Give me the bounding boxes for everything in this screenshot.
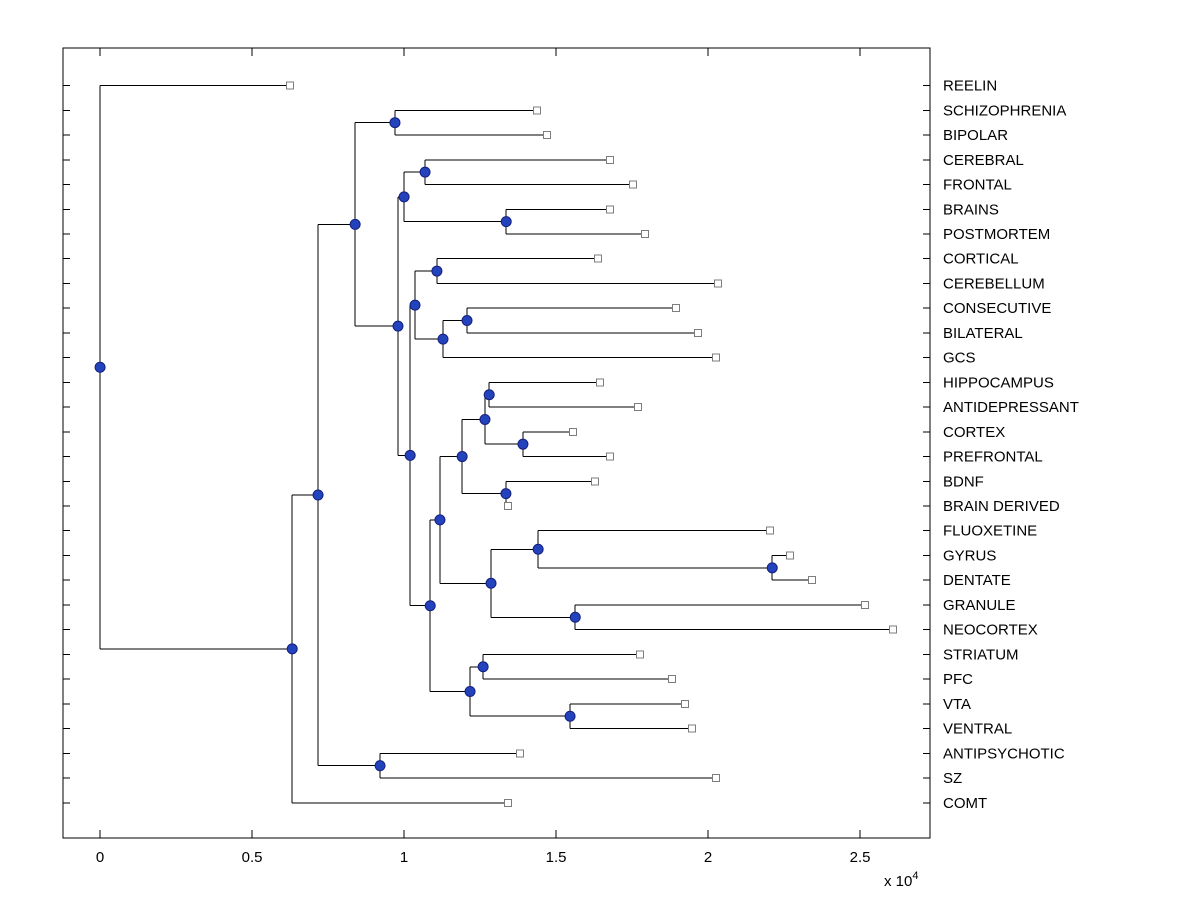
leaf-label: BILATERAL [943, 325, 1023, 342]
leaf-label: NEOCORTEX [943, 622, 1038, 639]
leaf-label: CEREBELLUM [943, 275, 1045, 292]
leaf-marker [714, 279, 723, 288]
leaf-marker [634, 403, 643, 412]
internal-node-marker [483, 389, 495, 401]
x-tick-label: 1.5 [546, 849, 567, 866]
leaf-label: COMT [943, 795, 987, 812]
internal-node-marker [389, 117, 401, 129]
leaf-label: BDNF [943, 473, 984, 490]
leaf-label: FRONTAL [943, 177, 1012, 194]
leaf-marker [668, 675, 677, 684]
leaf-label: BIPOLAR [943, 127, 1008, 144]
leaf-marker [889, 625, 898, 634]
leaf-label: GYRUS [943, 547, 996, 564]
leaf-label: BRAIN DERIVED [943, 498, 1060, 515]
leaf-label: CORTEX [943, 424, 1005, 441]
internal-node-marker [392, 320, 404, 332]
internal-node-marker [532, 543, 544, 555]
leaf-marker [594, 254, 603, 263]
leaf-label: REELIN [943, 78, 997, 95]
internal-node-marker [424, 600, 436, 612]
leaf-marker [516, 749, 525, 758]
leaf-marker [672, 304, 681, 313]
internal-node-marker [349, 218, 361, 230]
leaf-marker [641, 229, 650, 238]
leaf-marker [711, 774, 720, 783]
leaf-marker [606, 155, 615, 164]
x-tick-label: 1 [400, 849, 408, 866]
internal-node-marker [312, 489, 324, 501]
leaf-marker [694, 328, 703, 337]
leaf-label: BRAINS [943, 201, 999, 218]
leaf-marker [542, 131, 551, 140]
leaf-marker [590, 477, 599, 486]
leaf-marker [606, 452, 615, 461]
internal-node-marker [477, 661, 489, 673]
internal-node-marker [485, 577, 497, 589]
leaf-marker [786, 551, 795, 560]
leaf-marker [711, 353, 720, 362]
leaf-label: GRANULE [943, 597, 1016, 614]
leaf-label: SCHIZOPHRENIA [943, 102, 1066, 119]
internal-node-marker [461, 315, 473, 327]
x-tick-label: 0 [96, 849, 104, 866]
leaf-marker [635, 650, 644, 659]
internal-node-marker [398, 191, 410, 203]
internal-node-marker [517, 438, 529, 450]
leaf-marker [628, 180, 637, 189]
internal-node-marker [564, 710, 576, 722]
leaf-marker [286, 81, 295, 90]
internal-node-marker [409, 299, 421, 311]
leaf-label: POSTMORTEM [943, 226, 1050, 243]
leaf-marker [606, 205, 615, 214]
leaf-marker [533, 106, 542, 115]
x-tick-label: 0.5 [242, 849, 263, 866]
leaf-marker [860, 600, 869, 609]
internal-node-marker [374, 760, 386, 772]
leaf-label: VENTRAL [943, 721, 1012, 738]
internal-node-marker [500, 216, 512, 228]
leaf-marker [569, 427, 578, 436]
leaf-label: ANTIPSYCHOTIC [943, 745, 1065, 762]
leaf-label: ANTIDEPRESSANT [943, 399, 1079, 416]
x-tick-label: 2 [704, 849, 712, 866]
leaf-label: PREFRONTAL [943, 449, 1043, 466]
leaf-label: SZ [943, 770, 962, 787]
x-axis-multiplier: x 104 [884, 870, 918, 890]
internal-node-marker [434, 514, 446, 526]
plot-box [62, 47, 931, 839]
leaf-label: FLUOXETINE [943, 523, 1037, 540]
leaf-marker [766, 526, 775, 535]
internal-node-marker [431, 265, 443, 277]
x-tick-label: 2.5 [850, 849, 871, 866]
leaf-marker [504, 502, 513, 511]
leaf-marker [680, 699, 689, 708]
leaf-label: CEREBRAL [943, 152, 1024, 169]
leaf-label: VTA [943, 696, 971, 713]
leaf-marker [808, 576, 817, 585]
leaf-label: CORTICAL [943, 251, 1019, 268]
internal-node-marker [437, 333, 449, 345]
internal-node-marker [766, 562, 778, 574]
internal-node-marker [456, 451, 468, 463]
leaf-marker [596, 378, 605, 387]
internal-node-marker [419, 166, 431, 178]
internal-node-marker [464, 685, 476, 697]
leaf-marker [504, 798, 513, 807]
leaf-label: HIPPOCAMPUS [943, 374, 1054, 391]
leaf-label: CONSECUTIVE [943, 300, 1051, 317]
leaf-label: GCS [943, 350, 976, 367]
leaf-label: STRIATUM [943, 646, 1019, 663]
internal-node-marker [479, 413, 491, 425]
internal-node-marker [569, 611, 581, 623]
internal-node-marker [286, 643, 298, 655]
internal-node-marker [500, 488, 512, 500]
leaf-marker [687, 724, 696, 733]
leaf-label: PFC [943, 671, 973, 688]
leaf-label: DENTATE [943, 572, 1011, 589]
internal-node-marker [404, 449, 416, 461]
internal-node-marker [94, 361, 106, 373]
